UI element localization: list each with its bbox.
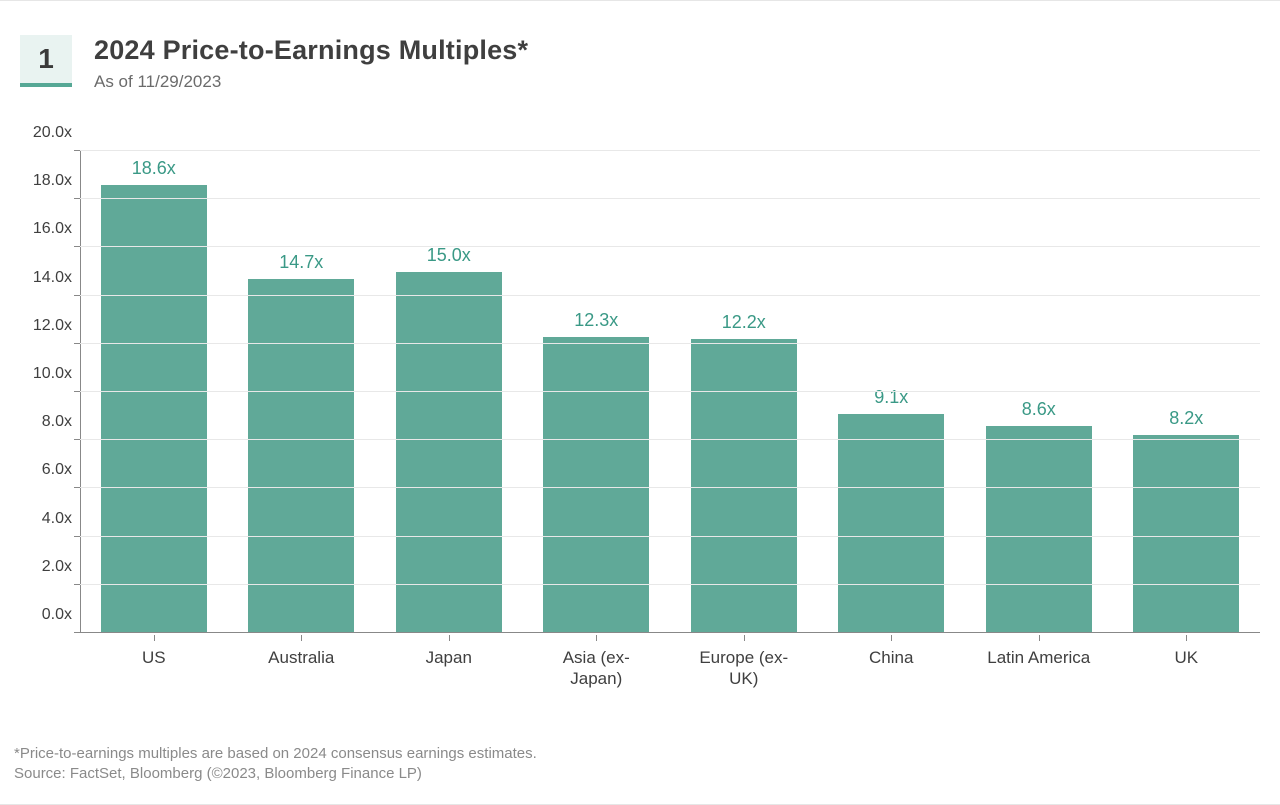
chart-title: 2024 Price-to-Earnings Multiples* (94, 35, 528, 66)
bar (986, 426, 1092, 633)
bar-value-label: 14.7x (228, 252, 376, 273)
footnote-line: *Price-to-earnings multiples are based o… (14, 744, 537, 764)
bar (838, 414, 944, 633)
footnote-line: Source: FactSet, Bloomberg (©2023, Bloom… (14, 764, 537, 784)
bar (248, 279, 354, 633)
y-tick-mark (74, 632, 80, 633)
grid-line (80, 584, 1260, 585)
x-tick-label: China (818, 647, 966, 668)
bar-value-label: 12.3x (523, 310, 671, 331)
x-tick-mark (744, 635, 745, 641)
x-tick-label: UK (1113, 647, 1261, 668)
x-tick-label: Australia (228, 647, 376, 668)
chart-subtitle: As of 11/29/2023 (94, 72, 528, 92)
y-tick-label: 4.0x (42, 510, 72, 528)
x-axis-labels: USAustraliaJapanAsia (ex-Japan)Europe (e… (80, 641, 1260, 701)
y-tick-label: 8.0x (42, 413, 72, 431)
bar-value-label: 12.2x (670, 312, 818, 333)
grid-line (80, 439, 1260, 440)
bar-value-label: 8.2x (1113, 408, 1261, 429)
x-tick-mark (1039, 635, 1040, 641)
title-block: 2024 Price-to-Earnings Multiples* As of … (94, 35, 528, 92)
chart-card: 1 2024 Price-to-Earnings Multiples* As o… (0, 0, 1280, 805)
bar (396, 272, 502, 634)
y-tick-label: 14.0x (33, 269, 72, 287)
y-tick-label: 20.0x (33, 124, 72, 142)
bar-value-label: 18.6x (80, 158, 228, 179)
grid-line (80, 198, 1260, 199)
y-axis: 0.0x 2.0x 4.0x 6.0x 8.0x 10.0x 12.0x 14.0x 16.0x… (12, 151, 80, 633)
bar (101, 185, 207, 633)
x-tick-mark (891, 635, 892, 641)
bar (1133, 435, 1239, 633)
bar (543, 337, 649, 633)
bars-container: 18.6x 14.7x15.0x 12.3x12.2x 9.1x8.6x8.2x (80, 151, 1260, 633)
y-tick-label: 12.0x (33, 317, 72, 335)
grid-line (80, 343, 1260, 344)
x-tick-label: Japan (375, 647, 523, 668)
x-tick-label: Latin America (965, 647, 1113, 668)
x-tick-mark (154, 635, 155, 641)
x-tick-label: Europe (ex-UK) (670, 647, 818, 690)
y-tick-label: 0.0x (42, 606, 72, 624)
header: 1 2024 Price-to-Earnings Multiples* As o… (0, 1, 1280, 92)
grid-line (80, 246, 1260, 247)
chart-area: 0.0x 2.0x 4.0x 6.0x 8.0x 10.0x 12.0x 14.0x 16.0x… (12, 151, 1268, 701)
figure-number-badge: 1 (20, 35, 72, 87)
bar-value-label: 9.1x (818, 387, 966, 408)
grid-line (80, 536, 1260, 537)
x-tick-mark (596, 635, 597, 641)
bar-value-label: 15.0x (375, 245, 523, 266)
grid-line (80, 295, 1260, 296)
x-tick-mark (301, 635, 302, 641)
y-tick-label: 6.0x (42, 461, 72, 479)
y-tick-label: 16.0x (33, 220, 72, 238)
y-tick-label: 10.0x (33, 365, 72, 383)
grid-line (80, 487, 1260, 488)
bar-value-label: 8.6x (965, 399, 1113, 420)
y-tick-label: 2.0x (42, 558, 72, 576)
x-axis-line (80, 632, 1260, 633)
x-tick-label: US (80, 647, 228, 668)
x-tick-mark (1186, 635, 1187, 641)
x-tick-mark (449, 635, 450, 641)
bar (691, 339, 797, 633)
x-tick-label: Asia (ex-Japan) (523, 647, 671, 690)
grid-line (80, 391, 1260, 392)
grid-line (80, 150, 1260, 151)
y-tick-label: 18.0x (33, 172, 72, 190)
plot-area: 18.6x 14.7x15.0x 12.3x12.2x 9.1x8.6x8.2x (80, 151, 1260, 633)
footnotes: *Price-to-earnings multiples are based o… (14, 744, 537, 785)
